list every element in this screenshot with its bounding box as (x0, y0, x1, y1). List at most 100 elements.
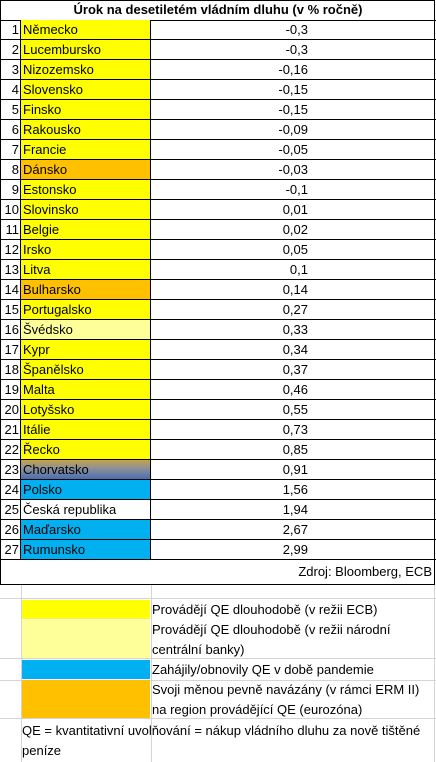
table-row: 22 Řecko 0,85 (0, 440, 436, 460)
legend-swatch (22, 680, 150, 718)
row-number: 13 (0, 260, 21, 280)
country-cell: Nizozemsko (21, 60, 151, 79)
row-number: 4 (0, 80, 21, 100)
table-title: Úrok na desetiletém vládním dluhu (v % r… (0, 0, 436, 21)
row-number: 24 (0, 480, 21, 500)
interest-value-cell: 1,94 (282, 502, 308, 517)
table-row: 18 Španělsko 0,37 (0, 360, 436, 380)
country-cell: Bulharsko (21, 280, 151, 299)
table-row: 4 Slovensko -0,15 (0, 80, 436, 100)
interest-value-cell: -0,05 (278, 142, 308, 157)
interest-value-cell: 0,73 (282, 422, 308, 437)
table-row: 11 Belgie 0,02 (0, 220, 436, 240)
row-number: 6 (0, 120, 21, 140)
table-row: 6 Rakousko -0,09 (0, 120, 436, 140)
legend-swatch (22, 620, 150, 658)
row-number: 18 (0, 360, 21, 380)
interest-value-cell: 0,05 (282, 242, 308, 257)
table-row: 23 Chorvatsko 0,91 (0, 460, 436, 480)
country-cell: Slovensko (21, 80, 151, 99)
legend-label: Provádějí QE dlouhodobě (v režii ECB) (152, 602, 378, 617)
table-row: 16 Švédsko 0,33 (0, 320, 436, 340)
qe-definition-note: QE = kvantitativní uvolňování = nákup vl… (22, 723, 421, 758)
gridline (434, 585, 435, 762)
country-cell: Francie (21, 140, 151, 159)
interest-value-cell: 0,01 (282, 202, 308, 217)
gridline (0, 598, 436, 599)
table-row: 26 Maďarsko 2,67 (0, 520, 436, 540)
table-row: 7 Francie -0,05 (0, 140, 436, 160)
interest-value-cell: 0,02 (282, 222, 308, 237)
row-number: 16 (0, 320, 21, 340)
row-number: 25 (0, 500, 21, 520)
row-number: 14 (0, 280, 21, 300)
interest-value-cell: 1,56 (282, 482, 308, 497)
row-number: 12 (0, 240, 21, 260)
country-cell: Lucembursko (21, 40, 151, 59)
country-cell: Kypr (21, 340, 151, 359)
interest-value-cell: 0,91 (282, 462, 308, 477)
row-number: 9 (0, 180, 21, 200)
interest-value-cell: 0,55 (282, 402, 308, 417)
interest-value-cell: 0,85 (282, 442, 308, 457)
table-row: 19 Malta 0,46 (0, 380, 436, 400)
table-row: 14 Bulharsko 0,14 (0, 280, 436, 300)
interest-value-cell: 0,33 (282, 322, 308, 337)
table-row: 9 Estonsko -0,1 (0, 180, 436, 200)
gridline (151, 585, 152, 762)
table-row: 2 Lucembursko -0,3 (0, 40, 436, 60)
table-row: 15 Portugalsko 0,27 (0, 300, 436, 320)
row-number: 20 (0, 400, 21, 420)
row-number: 21 (0, 420, 21, 440)
gridline (0, 680, 436, 681)
table-row: 17 Kypr 0,34 (0, 340, 436, 360)
table-row: 5 Finsko -0,15 (0, 100, 436, 120)
table-row: 10 Slovinsko 0,01 (0, 200, 436, 220)
row-number: 10 (0, 200, 21, 220)
row-number: 8 (0, 160, 21, 180)
country-cell: Malta (21, 380, 151, 399)
row-number: 1 (0, 20, 21, 40)
country-cell: Rakousko (21, 120, 151, 139)
interest-value-cell: -0,09 (278, 122, 308, 137)
table-row: 21 Itálie 0,73 (0, 420, 436, 440)
country-cell: Slovinsko (21, 200, 151, 219)
table-row: 25 Česká republika 1,94 (0, 500, 436, 520)
interest-value-cell: -0,03 (278, 162, 308, 177)
interest-value-cell: 0,14 (282, 282, 308, 297)
row-number: 17 (0, 340, 21, 360)
row-number: 19 (0, 380, 21, 400)
gridline (0, 718, 436, 719)
table-row: 8 Dánsko -0,03 (0, 160, 436, 180)
country-cell: Itálie (21, 420, 151, 439)
table-row: 12 Irsko 0,05 (0, 240, 436, 260)
country-cell: Dánsko (21, 160, 151, 179)
table-row: 24 Polsko 1,56 (0, 480, 436, 500)
country-cell: Litva (21, 260, 151, 279)
row-number: 26 (0, 520, 21, 540)
table-row: 1 Německo -0,3 (0, 20, 436, 40)
legend-swatch (22, 600, 150, 619)
interest-value-cell: 0,46 (282, 382, 308, 397)
interest-value-cell: 0,37 (282, 362, 308, 377)
interest-value-cell: -0,15 (278, 102, 308, 117)
legend-swatch (22, 660, 150, 679)
gridline (21, 585, 22, 762)
country-cell: Estonsko (21, 180, 151, 199)
source-note: Zdroj: Bloomberg, ECB (298, 564, 432, 579)
row-number: 15 (0, 300, 21, 320)
row-number: 3 (0, 60, 21, 80)
interest-value-cell: -0,3 (285, 42, 308, 57)
legend-label: Provádějí QE dlouhodobě (v režii národní… (152, 622, 391, 657)
country-cell: Španělsko (21, 360, 151, 379)
country-cell: Chorvatsko (21, 460, 151, 479)
country-cell: Polsko (21, 480, 151, 499)
row-number: 5 (0, 100, 21, 120)
row-number: 23 (0, 460, 21, 480)
country-cell: Finsko (21, 100, 151, 119)
country-cell: Rumunsko (21, 540, 151, 559)
legend-label: Svoji měnou pevně navázány (v rámci ERM … (152, 682, 420, 717)
interest-value-cell: 2,99 (282, 542, 308, 557)
interest-value-cell: -0,3 (285, 22, 308, 37)
table-row: 20 Lotyšsko 0,55 (0, 400, 436, 420)
